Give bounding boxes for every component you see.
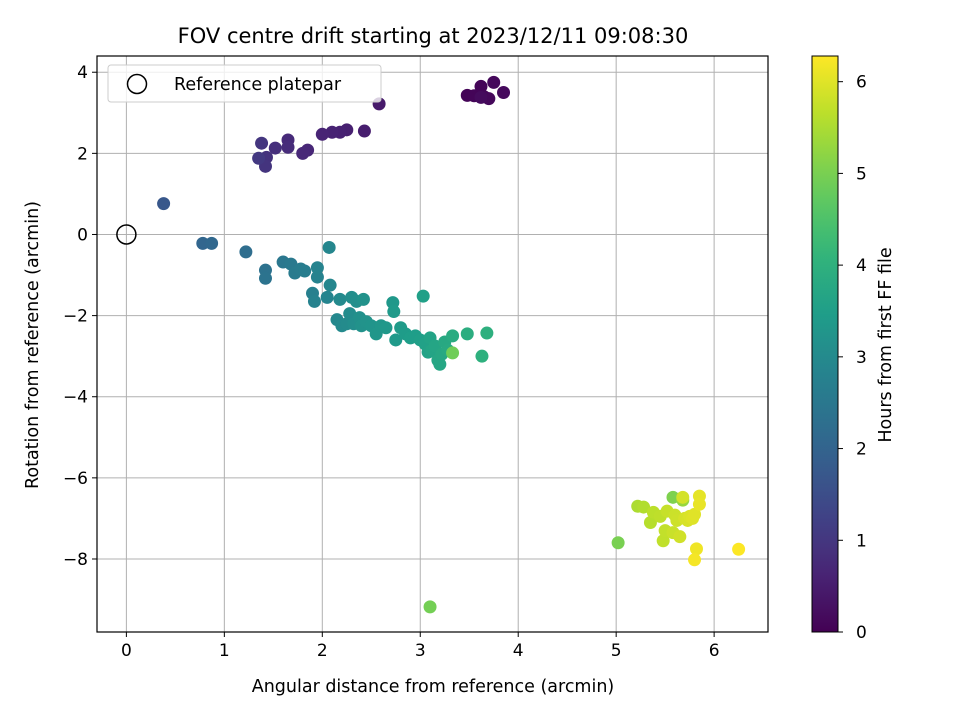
- legend-box: [107, 64, 382, 103]
- data-point: [258, 271, 272, 285]
- legend: Reference platepar: [107, 64, 382, 103]
- colorbar-ticks: 0 1 2 3 4 5 6: [838, 73, 867, 643]
- data-point: [416, 289, 430, 303]
- data-point: [205, 236, 219, 250]
- y-tick-label: 4: [77, 63, 88, 83]
- x-tick-label: 5: [611, 641, 622, 661]
- data-point: [255, 136, 269, 150]
- data-point: [433, 357, 447, 371]
- y-axis-label: Rotation from reference (arcmin): [23, 201, 43, 489]
- data-point: [296, 146, 310, 160]
- y-tick-label: −4: [63, 388, 88, 408]
- data-point: [643, 515, 657, 529]
- data-point: [268, 141, 282, 155]
- data-point: [487, 75, 501, 89]
- data-point: [666, 490, 680, 504]
- y-tick-label: 2: [77, 144, 88, 164]
- data-point: [446, 346, 460, 360]
- x-tick-label: 2: [317, 641, 328, 661]
- chart-title: FOV centre drift starting at 2023/12/11 …: [178, 24, 689, 48]
- colorbar-tick-label: 1: [856, 531, 867, 551]
- data-point: [475, 349, 489, 363]
- colorbar-tick-label: 3: [856, 348, 867, 368]
- data-point: [389, 333, 403, 347]
- data-point: [298, 264, 312, 278]
- data-point: [281, 140, 295, 154]
- data-point: [379, 321, 393, 335]
- colorbar-tick-label: 2: [856, 440, 867, 460]
- data-points: [157, 75, 746, 614]
- data-point: [252, 151, 266, 165]
- colorbar-label: Hours from first FF file: [876, 247, 896, 442]
- x-tick-label: 1: [219, 641, 230, 661]
- x-tick-label: 4: [513, 641, 524, 661]
- y-axis-ticks: 4 2 0 −2 −4 −6 −8: [63, 63, 97, 570]
- colorbar-tick-label: 0: [856, 623, 867, 643]
- data-point: [357, 124, 371, 138]
- data-point: [423, 600, 437, 614]
- data-point: [322, 240, 336, 254]
- reference-platepar-marker: [116, 224, 137, 245]
- plot-frame: [96, 55, 769, 633]
- x-axis-label: Angular distance from reference (arcmin): [252, 677, 615, 697]
- data-point: [637, 500, 651, 514]
- colorbar-tick-label: 5: [856, 164, 867, 184]
- data-point: [323, 278, 337, 292]
- x-axis-ticks: 0 1 2 3 4 5 6: [121, 632, 720, 661]
- y-tick-label: −6: [63, 469, 88, 489]
- legend-entry-reference: Reference platepar: [174, 75, 342, 95]
- data-point: [157, 197, 171, 211]
- data-point: [356, 292, 370, 306]
- data-point: [676, 490, 690, 504]
- y-tick-label: 0: [77, 225, 88, 245]
- data-point: [333, 292, 347, 306]
- data-point: [446, 329, 460, 343]
- colorbar: 0 1 2 3 4 5 6 Hours from first FF file: [811, 55, 896, 643]
- data-point: [387, 305, 401, 319]
- data-point: [656, 534, 670, 548]
- colorbar-gradient: [811, 55, 839, 633]
- data-point: [460, 327, 474, 341]
- data-point: [474, 90, 488, 104]
- data-point: [474, 79, 488, 93]
- data-point: [343, 307, 357, 321]
- y-tick-label: −2: [63, 307, 88, 327]
- x-tick-label: 6: [709, 641, 720, 661]
- y-tick-label: −8: [63, 550, 88, 570]
- data-point: [673, 530, 687, 544]
- data-point: [692, 497, 706, 511]
- data-point: [611, 536, 625, 550]
- data-point: [320, 290, 334, 304]
- x-tick-label: 0: [121, 641, 132, 661]
- data-point: [497, 86, 511, 100]
- x-tick-label: 3: [415, 641, 426, 661]
- data-point: [688, 507, 702, 521]
- data-point: [732, 542, 746, 556]
- data-point: [688, 553, 702, 567]
- data-point: [310, 270, 324, 284]
- legend-marker-reference: [126, 73, 148, 95]
- colorbar-tick-label: 6: [856, 73, 867, 93]
- data-point: [315, 127, 329, 141]
- data-point: [310, 261, 324, 275]
- data-point: [480, 326, 494, 340]
- data-point: [307, 294, 321, 308]
- data-point: [239, 245, 253, 259]
- data-point: [689, 542, 703, 556]
- colorbar-tick-label: 4: [856, 256, 867, 276]
- data-point: [325, 125, 339, 139]
